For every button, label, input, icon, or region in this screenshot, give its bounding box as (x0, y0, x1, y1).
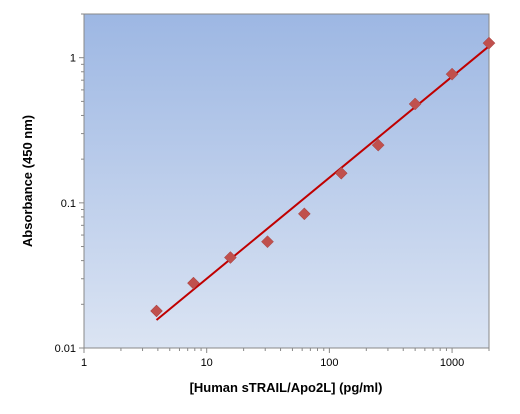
y-tick-label: 0.01 (55, 343, 76, 355)
data-point (445, 67, 459, 81)
data-point (334, 166, 348, 180)
fit-line (155, 45, 490, 321)
axes: 1 10 100 1000 0.01 0.1 1 (55, 13, 490, 369)
fit-line-group (155, 45, 490, 321)
x-tick-label: 10 (201, 357, 213, 369)
plot-area (83, 13, 490, 349)
y-tick-label: 0.1 (61, 198, 76, 210)
x-tick-label: 1000 (440, 357, 464, 369)
data-point (408, 97, 422, 111)
data-point (482, 36, 496, 50)
data-points (150, 36, 496, 318)
x-tick-label: 1 (81, 357, 87, 369)
data-point (150, 304, 163, 318)
x-axis-title: [Human sTRAIL/Apo2L] (pg/ml) (190, 380, 383, 395)
data-point (224, 251, 237, 264)
data-point (187, 276, 200, 290)
x-tick-label: 100 (320, 357, 338, 369)
y-axis-title: Absorbance (450 nm) (20, 115, 35, 247)
data-point (371, 138, 385, 152)
data-point (261, 235, 274, 249)
data-point (297, 207, 311, 221)
y-tick-label: 1 (70, 53, 76, 65)
